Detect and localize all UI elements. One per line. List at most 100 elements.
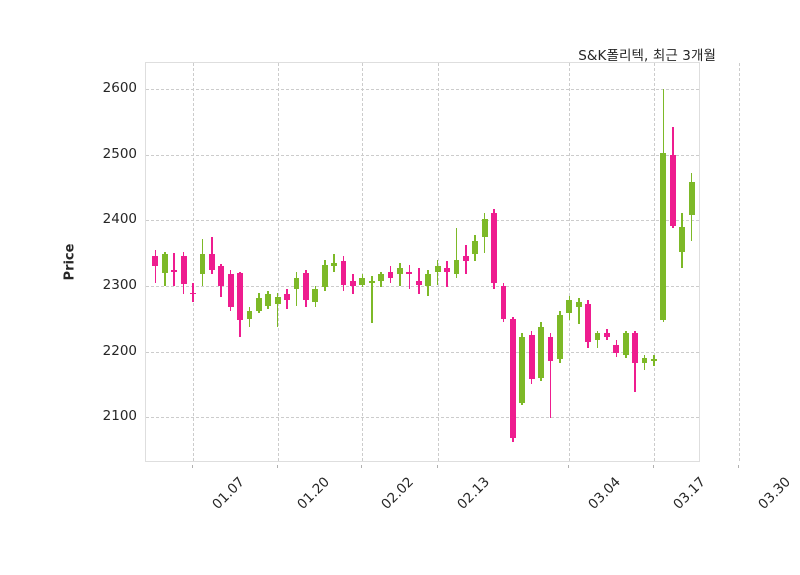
candle-body: [190, 292, 196, 295]
candle-wick: [455, 228, 458, 279]
candle-body: [321, 264, 328, 288]
candle-wick: [333, 254, 335, 272]
x-axis-tick-label: 03.04: [585, 474, 625, 513]
gridline-vertical: [569, 63, 571, 461]
candle-body: [528, 335, 535, 380]
candle-body: [397, 267, 403, 275]
candle-body: [284, 293, 290, 301]
gridline-horizontal: [146, 351, 699, 353]
candle-body: [425, 274, 432, 286]
candle-body: [500, 285, 507, 319]
gridline-horizontal: [146, 89, 699, 91]
gridline-horizontal: [146, 220, 699, 222]
candle-body: [444, 267, 450, 272]
gridline-horizontal: [146, 417, 699, 419]
x-axis-tick-label: 02.02: [378, 474, 418, 513]
candle-body: [604, 333, 610, 338]
chart-title: S&K폴리텍, 최근 3개월: [578, 48, 716, 64]
candle-body: [406, 271, 413, 275]
candle-body: [293, 278, 300, 290]
candle-body: [594, 333, 601, 340]
candle-body: [171, 269, 178, 272]
y-axis-tick-labels: 2100 2200 2300 2400 2500 2600: [55, 62, 137, 462]
candle-body: [491, 212, 497, 283]
candle-wick: [417, 267, 420, 294]
candle-body: [509, 318, 516, 439]
x-axis-tick-label: 03.30: [754, 474, 794, 513]
x-axis-tick-labels: 01.07 01.20 02.02 02.13 03.04 03.17 03.30: [145, 465, 794, 538]
candle-body: [227, 274, 234, 307]
candle-body: [246, 310, 253, 319]
candle-body: [688, 182, 695, 216]
candle-body: [660, 153, 667, 321]
x-axis-tick-label: 03.17: [670, 474, 709, 513]
gridline-horizontal: [146, 285, 699, 287]
candle-body: [547, 337, 554, 362]
candle-body: [218, 266, 225, 286]
y-axis-tick-label: 2200: [102, 342, 137, 359]
gridline-horizontal: [146, 154, 699, 156]
gridline-vertical: [277, 63, 279, 461]
candle-body: [265, 293, 272, 306]
candle-body: [575, 302, 582, 307]
candle-body: [651, 359, 657, 361]
candle-body: [632, 333, 639, 364]
candle-body: [368, 280, 375, 283]
candle-body: [622, 333, 629, 355]
x-axis-tick-mark: [361, 465, 363, 468]
x-axis-tick-mark: [192, 465, 194, 468]
candle-body: [180, 256, 187, 284]
candle-body: [481, 219, 488, 237]
y-axis-tick-label: 2300: [102, 276, 137, 293]
candle-body: [387, 271, 394, 279]
candle-body: [679, 226, 686, 252]
y-axis-tick-label: 2400: [102, 211, 137, 228]
candle-wick: [154, 249, 157, 283]
candle-body: [434, 266, 441, 272]
candle-body: [340, 261, 347, 285]
candle-body: [312, 289, 319, 303]
candle-body: [472, 241, 479, 255]
candle-wick: [276, 292, 279, 327]
candle-body: [161, 254, 168, 273]
candlestick-series: [146, 63, 699, 461]
candle-body: [556, 315, 563, 360]
x-axis-tick-label: 01.20: [294, 474, 333, 513]
candle-wick: [399, 263, 401, 286]
candle-body: [415, 280, 422, 285]
y-axis-tick-label: 2500: [102, 145, 137, 162]
candle-body: [237, 272, 243, 321]
candle-body: [359, 278, 366, 285]
y-axis-tick-label: 2100: [102, 408, 137, 425]
gridline-vertical: [362, 63, 364, 461]
candle-body: [378, 274, 385, 281]
candle-body: [585, 304, 592, 342]
x-axis-tick-mark: [737, 465, 739, 468]
candle-wick: [577, 297, 580, 324]
candle-wick: [436, 259, 439, 285]
candle-body: [669, 154, 676, 226]
plot-area: [145, 62, 740, 462]
candle-body: [641, 358, 648, 364]
candle-body: [519, 337, 526, 403]
candle-body: [274, 297, 281, 305]
candle-body: [453, 259, 460, 275]
candle-body: [255, 297, 262, 311]
candle-body: [199, 254, 206, 275]
x-axis-tick-label: 02.13: [453, 474, 493, 513]
gridline-vertical: [653, 63, 655, 461]
candle-wick: [370, 276, 373, 324]
gridline-vertical: [193, 63, 195, 461]
candle-body: [350, 280, 356, 286]
candle-wick: [446, 261, 448, 288]
candle-body: [152, 256, 159, 267]
candle-body: [462, 256, 469, 262]
candle-wick: [408, 264, 411, 290]
candle-body: [538, 326, 544, 378]
candle-body: [613, 344, 620, 353]
x-axis-tick-mark: [276, 465, 278, 468]
candle-body: [302, 272, 309, 301]
candle-body: [208, 254, 215, 270]
candle-body: [331, 263, 338, 267]
